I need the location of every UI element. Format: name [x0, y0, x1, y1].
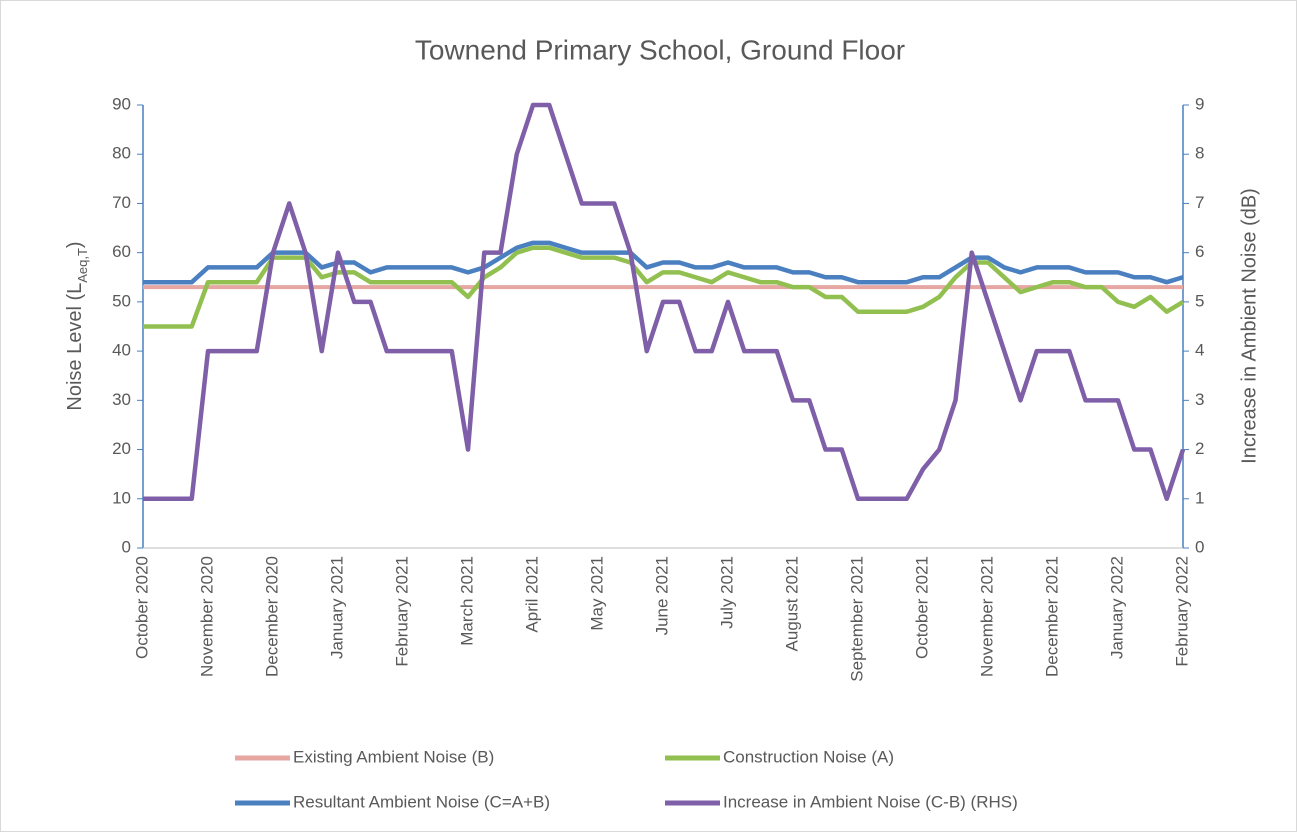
y-tick-label: 80 — [112, 144, 131, 163]
y-tick-label: 90 — [112, 94, 131, 113]
y-tick-label: 30 — [112, 390, 131, 409]
x-tick-label: March 2021 — [457, 556, 476, 646]
x-tick-label: April 2021 — [522, 556, 541, 633]
y2-tick-label: 8 — [1195, 144, 1204, 163]
y2-tick-label: 4 — [1195, 341, 1204, 360]
y2-tick-label: 7 — [1195, 193, 1204, 212]
x-tick-label: September 2021 — [847, 556, 866, 682]
x-tick-label: November 2020 — [197, 556, 216, 677]
x-tick-label: February 2021 — [392, 556, 411, 667]
y2-tick-label: 6 — [1195, 242, 1204, 261]
y2-tick-label: 2 — [1195, 439, 1204, 458]
y-tick-label: 70 — [112, 193, 131, 212]
x-tick-label: October 2021 — [912, 556, 931, 659]
y2-tick-label: 1 — [1195, 488, 1204, 507]
y-tick-label: 60 — [112, 242, 131, 261]
x-tick-label: December 2021 — [1042, 556, 1061, 677]
y-tick-label: 40 — [112, 341, 131, 360]
y2-tick-label: 9 — [1195, 94, 1204, 113]
y-axis-label-end: ) — [64, 241, 86, 248]
y-tick-label: 0 — [122, 537, 131, 556]
x-tick-label: January 2022 — [1107, 556, 1126, 659]
y2-tick-label: 3 — [1195, 390, 1204, 409]
x-tick-label: August 2021 — [782, 556, 801, 651]
legend-label: Increase in Ambient Noise (C-B) (RHS) — [723, 792, 1018, 811]
y-tick-label: 20 — [112, 439, 131, 458]
x-tick-label: June 2021 — [652, 556, 671, 635]
series-line — [143, 245, 1185, 329]
x-tick-label: May 2021 — [587, 556, 606, 631]
x-tick-label: November 2021 — [977, 556, 996, 677]
y-axis-label-main: Noise Level (L — [64, 283, 86, 411]
y-axis-label: Noise Level (LAeq,T) — [64, 241, 90, 410]
y-tick-label: 50 — [112, 291, 131, 310]
legend-label: Resultant Ambient Noise (C=A+B) — [293, 792, 550, 811]
legend-label: Existing Ambient Noise (B) — [293, 747, 494, 766]
x-tick-label: October 2020 — [132, 556, 151, 659]
x-tick-label: February 2022 — [1172, 556, 1191, 667]
y-tick-label: 10 — [112, 488, 131, 507]
y2-tick-label: 0 — [1195, 537, 1204, 556]
legend-label: Construction Noise (A) — [723, 747, 894, 766]
x-tick-label: January 2021 — [327, 556, 346, 659]
x-tick-label: December 2020 — [262, 556, 281, 677]
series-line — [143, 240, 1184, 285]
y2-axis-label: Increase in Ambient Noise (dB) — [1238, 188, 1260, 464]
chart-title: Townend Primary School, Ground Floor — [415, 34, 905, 65]
y-axis-label-sub: Aeq,T — [75, 248, 90, 283]
y2-tick-label: 5 — [1195, 291, 1204, 310]
x-tick-label: July 2021 — [717, 556, 736, 629]
series-line — [143, 102, 1186, 502]
